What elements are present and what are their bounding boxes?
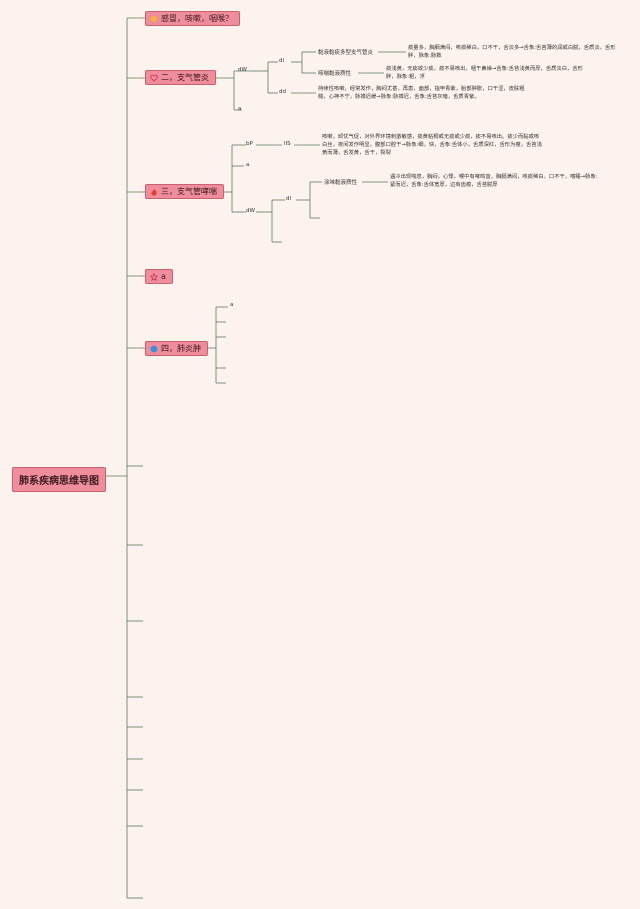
node-a[interactable]: a	[238, 106, 242, 112]
node-mucus-type[interactable]: 黏液黏痰多型支气管炎	[318, 50, 374, 56]
star-outline-icon	[150, 272, 158, 281]
description-text: 遇冷出现喘息，胸闷，心悸，喉中有哮鸣音，胸膈满闷，咳痰稀白，口不干，嗜睡→脉象:…	[390, 174, 598, 188]
node-dw[interactable]: dW	[246, 208, 255, 214]
branch-cold-cough[interactable]: 感冒，咳嗽，咽喉？	[145, 11, 240, 26]
root-node[interactable]: 肺系疾病思维导图	[12, 467, 106, 492]
node-cough-mucus[interactable]: 咳喘黏液质性	[318, 71, 352, 77]
node-dw[interactable]: dW	[238, 67, 247, 73]
branch-label: 三，支气管哮喘	[161, 187, 217, 196]
node-dd[interactable]: dd	[279, 89, 286, 95]
blue-circle-icon	[150, 345, 158, 352]
description-text: 持续性咳嗽，经常发作，胸闷尤甚，再患，面部，指甲青紫，胎部肿胀，口干涩，皮肤粗糙…	[318, 86, 525, 100]
node-dl[interactable]: dl	[286, 196, 292, 202]
branch-label: 二，支气管炎	[161, 73, 209, 82]
fire-icon	[151, 188, 157, 196]
branch-bronchitis[interactable]: 二，支气管炎	[145, 70, 216, 85]
branch-asthma[interactable]: 三，支气管哮喘	[145, 184, 224, 199]
description-text: 痰浅黄，无痰或少痰，痰不易咳出，咽干鼻燥→舌象:舌苔浅黄而厚，舌质淡白，舌形胖，…	[386, 66, 583, 80]
node-dl[interactable]: dl	[279, 58, 285, 64]
node-lis[interactable]: lIS	[284, 141, 291, 147]
branch-pneumonia[interactable]: 四，肺炎肿	[145, 341, 208, 356]
description-text: 咳嗽，顽忧气促，对外界环境刺激敏感，痰黄粘稠或无痰或少痰，痰不易咳出。痰少而黏或…	[322, 134, 542, 156]
node-a[interactable]: a	[246, 162, 250, 168]
branch-label: a	[161, 272, 166, 281]
branch-label: 感冒，咳嗽，咽喉？	[161, 14, 233, 23]
branch-label: 四，肺炎肿	[161, 344, 201, 353]
node-bp[interactable]: bP	[246, 141, 253, 147]
branch-a[interactable]: a	[145, 269, 173, 284]
node-mucus-type[interactable]: 涂味黏液质性	[324, 180, 358, 186]
heart-outline-icon	[150, 74, 158, 82]
sun-icon	[150, 15, 158, 22]
description-text: 痰量多，胸膈满闷，咳痰稀白，口不干，舌淡多→舌象:舌苔薄的润或白腻，舌质淡，舌形…	[408, 45, 616, 59]
node-a[interactable]: a	[230, 302, 234, 308]
